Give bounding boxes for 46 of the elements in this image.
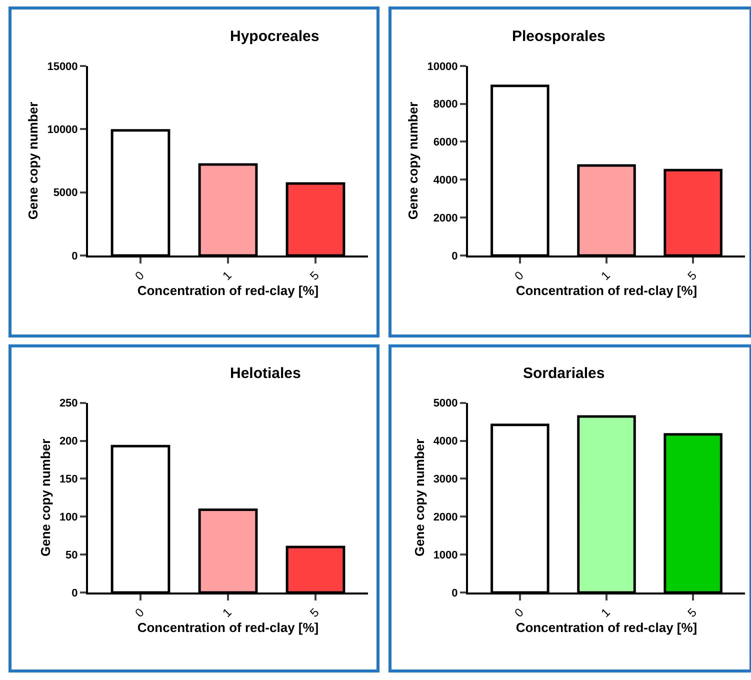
y-tick-label: 4000 [433, 436, 458, 448]
chart-title: Pleosporales [512, 28, 606, 45]
y-axis-title: Gene copy number [26, 102, 41, 220]
y-tick-label: 0 [452, 587, 458, 600]
y-tick-label: 0 [452, 250, 458, 262]
x-tick-label: 5 [684, 268, 700, 283]
y-axis-title: Gene copy number [38, 438, 53, 557]
y-tick-label: 4000 [433, 174, 458, 187]
x-tick-label: 1 [598, 605, 614, 620]
y-tick-label: 5000 [53, 187, 78, 200]
y-axis-title: Gene copy number [406, 102, 421, 220]
y-tick-label: 8000 [433, 98, 458, 111]
y-tick-label: 0 [72, 587, 78, 600]
y-tick-label: 6000 [433, 136, 458, 149]
y-tick-label: 3000 [433, 474, 458, 486]
x-tick-label: 0 [132, 268, 148, 283]
x-tick-label: 5 [307, 605, 322, 620]
x-tick-label: 1 [220, 268, 235, 283]
x-tick-label: 1 [220, 605, 235, 620]
x-tick-label: 1 [598, 268, 614, 283]
x-axis-title: Concentration of red-clay [%] [516, 620, 698, 636]
y-axis-title: Gene copy number [412, 438, 427, 557]
x-axis-title: Concentration of red-clay [%] [137, 620, 319, 636]
chart-title: Hypocreales [230, 28, 320, 45]
y-tick-label: 0 [72, 250, 78, 262]
y-tick-label: 200 [59, 436, 78, 448]
y-tick-label: 50 [66, 549, 78, 562]
y-tick-label: 2000 [433, 511, 458, 524]
y-tick-label: 15000 [47, 60, 78, 73]
chart-title: Helotiales [230, 365, 301, 382]
x-axis-title: Concentration of red-clay [%] [137, 283, 319, 298]
y-tick-label: 250 [59, 398, 78, 410]
y-tick-label: 1000 [433, 549, 458, 562]
x-tick-label: 5 [307, 268, 322, 283]
x-tick-label: 0 [132, 605, 148, 620]
y-tick-label: 2000 [433, 212, 458, 224]
chart-title: Sordariales [523, 365, 605, 382]
y-tick-label: 10000 [47, 124, 78, 136]
y-tick-label: 5000 [433, 398, 458, 410]
x-tick-label: 0 [512, 605, 527, 620]
x-tick-label: 5 [684, 605, 700, 620]
x-tick-label: 0 [512, 268, 527, 283]
y-tick-label: 150 [59, 474, 78, 486]
x-axis-title: Concentration of red-clay [%] [516, 283, 698, 298]
y-tick-label: 10000 [427, 60, 458, 73]
y-tick-label: 100 [59, 511, 78, 524]
